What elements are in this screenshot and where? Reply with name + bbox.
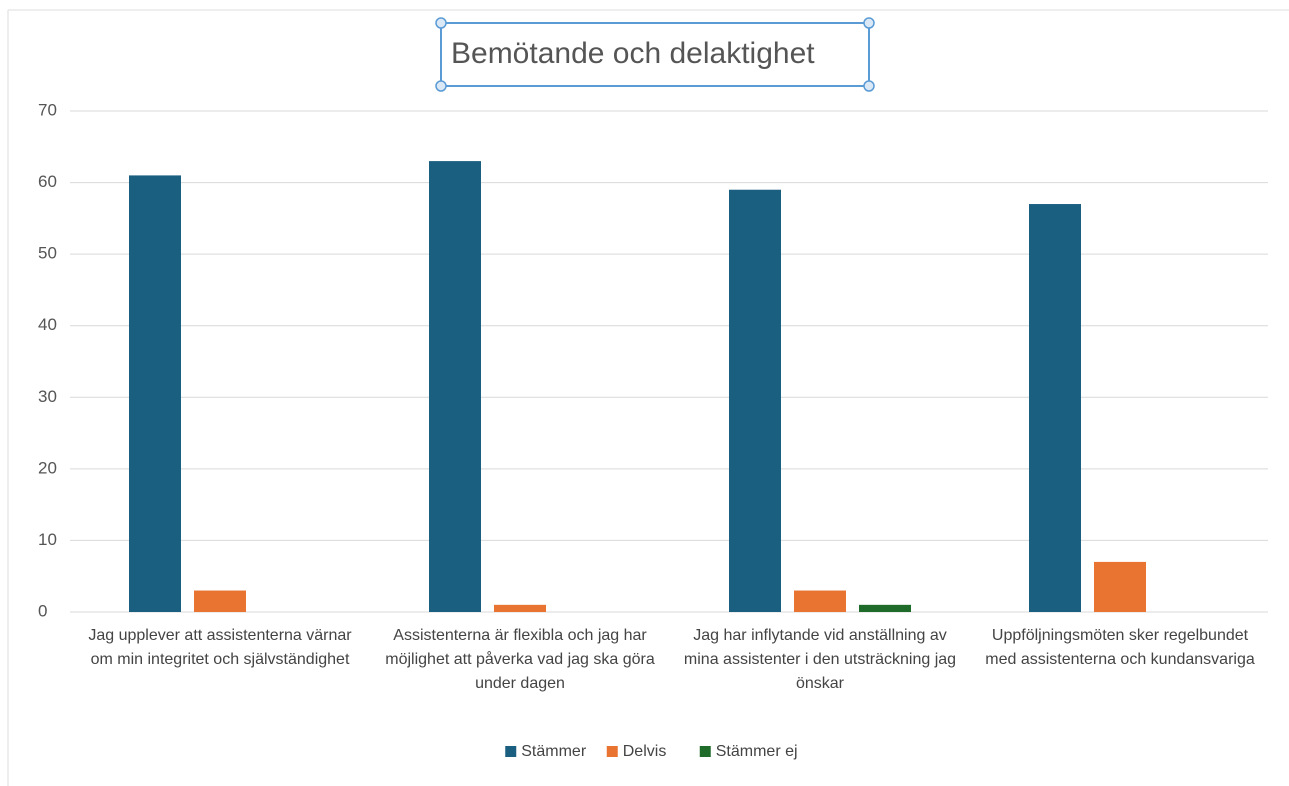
bar (494, 604, 546, 612)
bar (429, 161, 481, 612)
y-tick-label: 60 (38, 172, 57, 191)
x-tick-label: Jag upplever att assistenterna värnar om… (88, 627, 352, 668)
x-tick-label: Uppföljningsmöten sker regelbundet med a… (985, 627, 1255, 668)
y-tick-label: 10 (38, 530, 57, 549)
x-tick-label: Assistenterna är flexibla och jag har mö… (385, 627, 655, 692)
bar (129, 175, 181, 612)
y-tick-label: 30 (38, 387, 57, 406)
legend-label: Delvis (623, 743, 667, 760)
bar (1094, 561, 1146, 612)
legend-swatch (606, 746, 618, 757)
legend-label: Stämmer (521, 743, 587, 760)
legend-swatch (699, 746, 711, 757)
y-tick-label: 70 (38, 100, 57, 119)
bar (859, 604, 911, 612)
bar (194, 590, 246, 612)
y-tick-label: 20 (38, 458, 57, 477)
title-box[interactable] (440, 22, 870, 87)
y-tick-label: 0 (38, 601, 47, 620)
bar (794, 590, 846, 612)
y-tick-label: 50 (38, 244, 57, 263)
handles (435, 17, 875, 92)
bar (1029, 204, 1081, 613)
legend-label: Stämmer ej (716, 743, 798, 760)
legend-swatch (505, 746, 517, 757)
x-tick-label: Jag har inflytande vid anställning av mi… (683, 627, 957, 692)
chart-title: Bemötande och delaktighet (451, 37, 815, 70)
y-tick-label: 40 (38, 315, 57, 334)
bar (729, 189, 781, 612)
